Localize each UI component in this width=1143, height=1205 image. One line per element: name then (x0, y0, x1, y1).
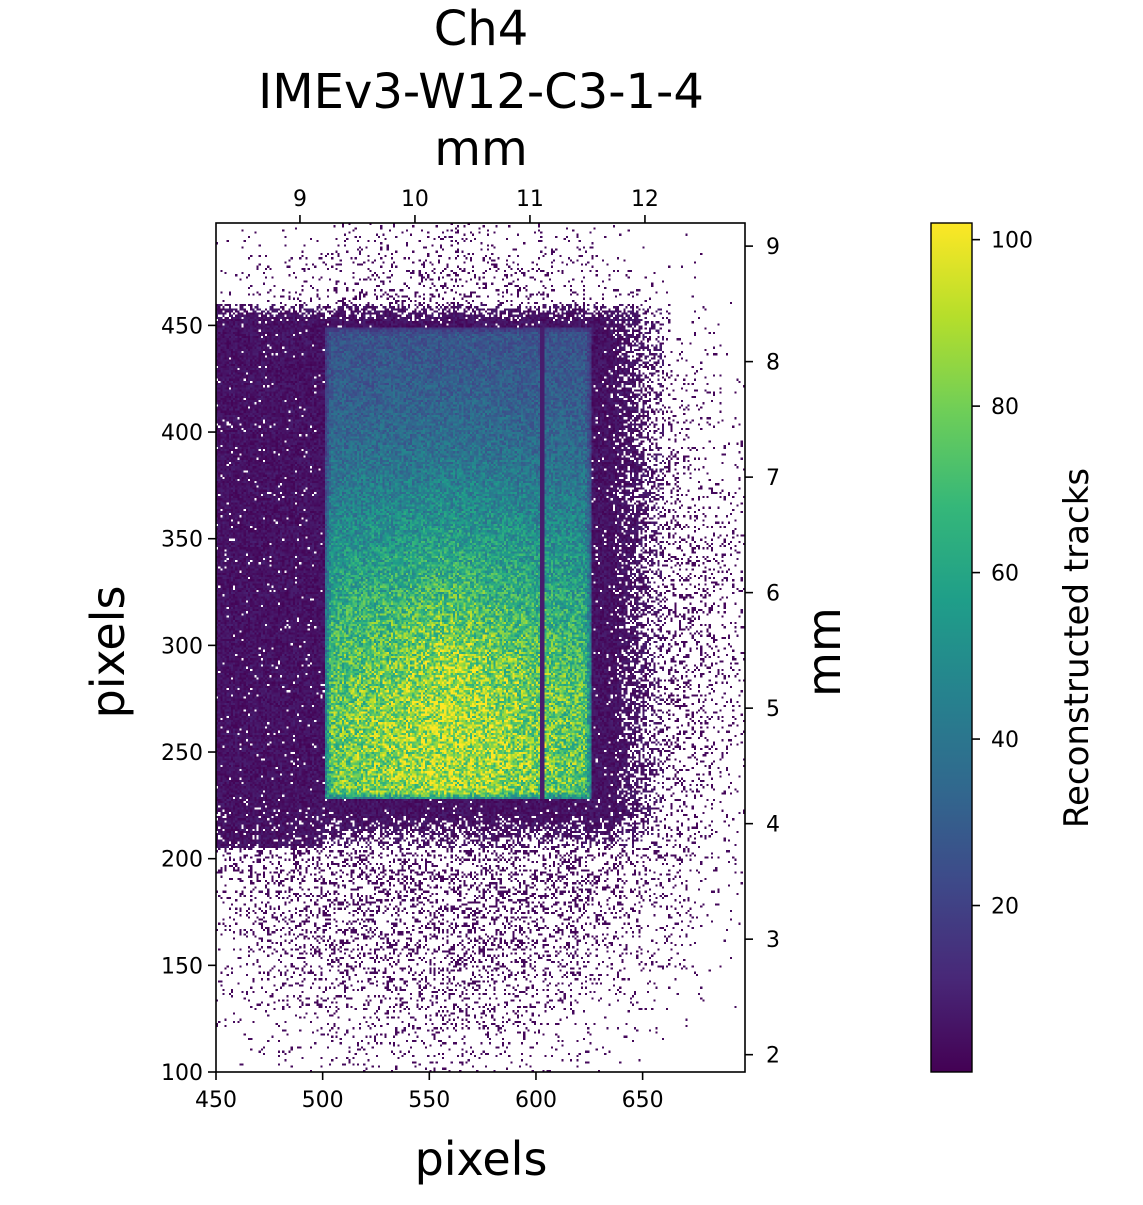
right-axis-label: mm (797, 607, 851, 697)
chart-title-channel: Ch4 (434, 1, 528, 57)
y-tick-label: 250 (161, 741, 203, 766)
y-axis-label: pixels (81, 586, 135, 719)
top-mm-tick-label: 11 (516, 187, 544, 212)
right-mm-tick-label: 7 (766, 466, 780, 491)
heatmap-pixels (216, 223, 745, 1072)
x-tick-label: 650 (622, 1088, 664, 1113)
x-tick-label: 600 (515, 1088, 557, 1113)
right-mm-tick-label: 4 (766, 813, 780, 838)
colorbar-tick-label: 40 (991, 728, 1019, 753)
colorbar-tick-label: 20 (991, 895, 1019, 920)
colorbar-tick-label: 60 (991, 562, 1019, 587)
top-mm-tick-label: 9 (293, 187, 307, 212)
x-tick-label: 450 (195, 1088, 237, 1113)
x-tick-label: 550 (408, 1088, 450, 1113)
y-tick-label: 200 (161, 848, 203, 873)
chart-title-sensor: IMEv3-W12-C3-1-4 (258, 64, 704, 120)
right-mm-tick-label: 5 (766, 697, 780, 722)
right-mm-tick-label: 9 (766, 235, 780, 260)
heatmap-area (215, 222, 746, 1073)
y-tick-label: 150 (161, 954, 203, 979)
y-axis: 100 150 200 250 300 350 400 450 (161, 314, 216, 1086)
colorbar-label: Reconstructed tracks (1057, 468, 1097, 828)
y-tick-label: 400 (161, 421, 203, 446)
y-tick-label: 300 (161, 634, 203, 659)
y-tick-label: 450 (161, 314, 203, 339)
right-mm-tick-label: 6 (766, 582, 780, 607)
colorbar-tick-label: 80 (991, 395, 1019, 420)
top-mm-tick-label: 10 (401, 187, 429, 212)
right-mm-tick-label: 3 (766, 928, 780, 953)
y-tick-label: 100 (161, 1061, 203, 1086)
x-axis-label: pixels (415, 1132, 548, 1186)
top-mm-axis: 9 10 11 12 (293, 187, 659, 223)
colorbar (930, 222, 973, 1073)
right-mm-axis: 2 3 4 5 6 7 8 9 (745, 235, 780, 1069)
x-tick-label: 500 (302, 1088, 344, 1113)
right-mm-tick-label: 8 (766, 351, 780, 376)
top-mm-tick-label: 12 (631, 187, 659, 212)
top-axis-label: mm (434, 121, 528, 177)
colorbar-axis: 20 40 60 80 100 (972, 229, 1033, 920)
x-axis: 450 500 550 600 650 (195, 1072, 664, 1113)
colorbar-tick-label: 100 (991, 229, 1033, 254)
plot-frame (215, 222, 746, 1073)
y-tick-label: 350 (161, 528, 203, 553)
right-mm-tick-label: 2 (766, 1044, 780, 1069)
